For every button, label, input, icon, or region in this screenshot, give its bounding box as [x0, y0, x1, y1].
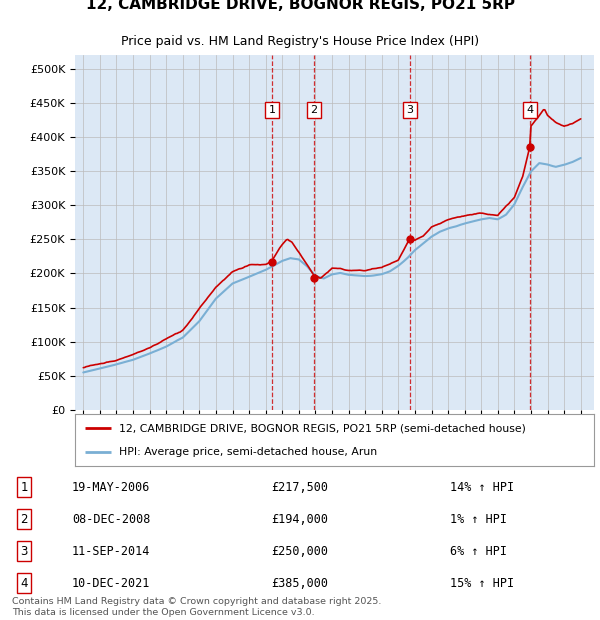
Text: 4: 4: [526, 105, 533, 115]
Text: 10-DEC-2021: 10-DEC-2021: [72, 577, 151, 590]
Text: HPI: Average price, semi-detached house, Arun: HPI: Average price, semi-detached house,…: [119, 447, 377, 457]
Text: Price paid vs. HM Land Registry's House Price Index (HPI): Price paid vs. HM Land Registry's House …: [121, 35, 479, 48]
Text: £217,500: £217,500: [271, 480, 329, 494]
Text: Contains HM Land Registry data © Crown copyright and database right 2025.
This d: Contains HM Land Registry data © Crown c…: [12, 598, 382, 617]
Text: 6% ↑ HPI: 6% ↑ HPI: [450, 545, 507, 558]
Text: 1% ↑ HPI: 1% ↑ HPI: [450, 513, 507, 526]
Text: 12, CAMBRIDGE DRIVE, BOGNOR REGIS, PO21 5RP: 12, CAMBRIDGE DRIVE, BOGNOR REGIS, PO21 …: [86, 0, 515, 12]
Text: £194,000: £194,000: [271, 513, 329, 526]
Text: £250,000: £250,000: [271, 545, 329, 558]
Text: £385,000: £385,000: [271, 577, 329, 590]
Text: 1: 1: [268, 105, 275, 115]
Text: 3: 3: [20, 545, 28, 558]
Text: 14% ↑ HPI: 14% ↑ HPI: [450, 480, 514, 494]
Text: 4: 4: [20, 577, 28, 590]
Text: 3: 3: [406, 105, 413, 115]
Text: 11-SEP-2014: 11-SEP-2014: [72, 545, 151, 558]
Text: 2: 2: [20, 513, 28, 526]
Text: 08-DEC-2008: 08-DEC-2008: [72, 513, 151, 526]
Text: 15% ↑ HPI: 15% ↑ HPI: [450, 577, 514, 590]
Text: 1: 1: [20, 480, 28, 494]
Text: 12, CAMBRIDGE DRIVE, BOGNOR REGIS, PO21 5RP (semi-detached house): 12, CAMBRIDGE DRIVE, BOGNOR REGIS, PO21 …: [119, 423, 526, 433]
Text: 19-MAY-2006: 19-MAY-2006: [72, 480, 151, 494]
Text: 2: 2: [311, 105, 317, 115]
